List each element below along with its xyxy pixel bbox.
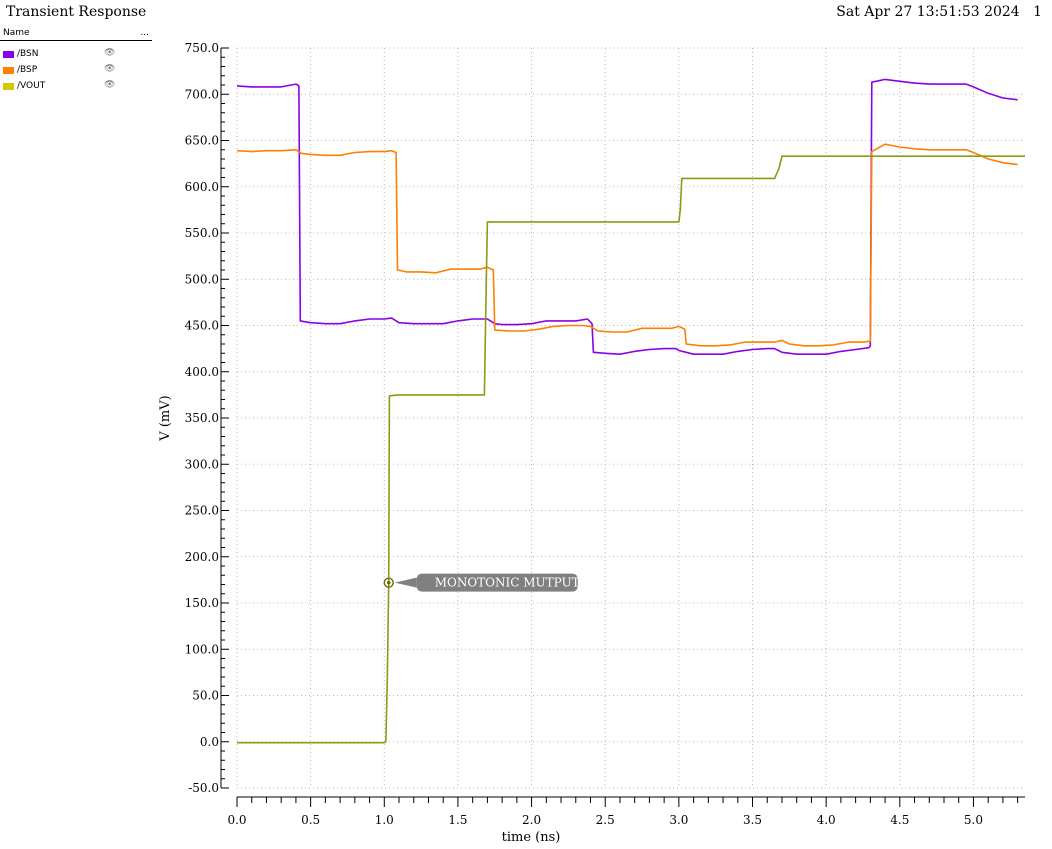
- legend-swatch-vout: [3, 83, 14, 90]
- legend-header: Name ...: [0, 26, 152, 41]
- series-line-bsp: [236, 143, 1018, 347]
- legend-swatch-bsn: [3, 51, 14, 58]
- y-tick-label: 650.0: [185, 134, 219, 148]
- x-tick-label: 1.0: [375, 813, 394, 827]
- x-tick-label: 1.5: [448, 813, 467, 827]
- marker-ring[interactable]: [383, 577, 394, 588]
- x-tick-label: 0.0: [227, 813, 246, 827]
- marker-pointer: [394, 577, 417, 588]
- eye-icon[interactable]: 👁: [104, 64, 116, 74]
- legend-label-bsn: /BSN: [17, 49, 39, 59]
- y-tick-label: 200.0: [185, 550, 219, 564]
- x-tick-label: 3.0: [669, 813, 688, 827]
- y-tick-label: 550.0: [185, 226, 219, 240]
- y-tick-label: 600.0: [185, 180, 219, 194]
- legend-item-bsn[interactable]: /BSN 👁: [0, 47, 152, 63]
- y-tick-label: 350.0: [185, 411, 219, 425]
- grid: [236, 47, 1025, 789]
- header-right: Sat Apr 27 13:51:53 2024 1: [836, 4, 1042, 20]
- y-tick-label: 700.0: [185, 87, 219, 101]
- y-tick-label: 50.0: [192, 689, 219, 703]
- y-tick-label: -50.0: [188, 781, 219, 795]
- y-tick-label: 300.0: [185, 457, 219, 471]
- x-tick-label: 5.0: [964, 813, 983, 827]
- axes: -50.0 0.0 50.0 100.0 150.0 200.0 250.0 300.0 350…: [185, 41, 1025, 827]
- series-group: [236, 78, 1025, 744]
- legend-panel: Name ... /BSN 👁 /BSP 👁 /VOUT 👁: [0, 26, 152, 95]
- x-tick-label: 4.5: [890, 813, 909, 827]
- x-tick-label: 3.5: [743, 813, 762, 827]
- y-tick-label: 0.0: [200, 735, 219, 749]
- marker-dot[interactable]: [386, 580, 391, 585]
- page-number: 1: [1033, 4, 1042, 20]
- y-tick-label: 500.0: [185, 272, 219, 286]
- y-axis-title: V (mV): [158, 395, 173, 441]
- eye-icon[interactable]: 👁: [104, 80, 116, 90]
- legend-swatch-bsp: [3, 67, 14, 74]
- y-tick-label: 450.0: [185, 319, 219, 333]
- marker-label-box[interactable]: [416, 573, 578, 592]
- x-tick-label: 4.0: [817, 813, 836, 827]
- legend-more-button[interactable]: ...: [140, 28, 149, 38]
- legend-label-vout: /VOUT: [17, 81, 46, 91]
- y-tick-label: 250.0: [185, 504, 219, 518]
- legend-item-bsp[interactable]: /BSP 👁: [0, 63, 152, 79]
- eye-icon[interactable]: 👁: [104, 48, 116, 58]
- x-axis-title: time (ns): [502, 830, 561, 845]
- plot-title: Transient Response: [6, 4, 147, 20]
- legend-label-bsp: /BSP: [17, 65, 38, 75]
- legend-header-name: Name: [3, 28, 30, 38]
- y-tick-label: 400.0: [185, 365, 219, 379]
- y-tick-label: 750.0: [185, 41, 219, 55]
- series-line-vout: [237, 155, 1025, 744]
- y-tick-label: 150.0: [185, 596, 219, 610]
- series-line-bsn: [236, 78, 1018, 355]
- x-tick-label: 0.5: [301, 813, 320, 827]
- marker-annotation[interactable]: MONOTONIC MUTPUT: [383, 573, 580, 592]
- y-tick-label: 100.0: [185, 642, 219, 656]
- x-tick-label: 2.0: [522, 813, 541, 827]
- marker-label: MONOTONIC MUTPUT: [435, 576, 580, 590]
- x-tick-label: 2.5: [596, 813, 615, 827]
- legend-item-vout[interactable]: /VOUT 👁: [0, 79, 152, 95]
- timestamp: Sat Apr 27 13:51:53 2024: [836, 4, 1020, 20]
